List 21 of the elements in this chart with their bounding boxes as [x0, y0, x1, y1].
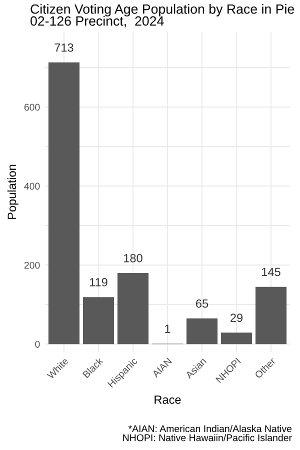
bar	[117, 272, 149, 344]
data-label: 713	[54, 43, 74, 52]
text: *AIAN: American Indian/Alaska Native NHOPI: Native Hawaiin/Pacific Islander	[123, 425, 292, 442]
bar	[255, 286, 287, 344]
y-axis-title: Population	[7, 164, 18, 219]
y-tick-label: 400	[24, 182, 40, 190]
data-label: 145	[262, 268, 280, 276]
data-label: 29	[230, 314, 243, 322]
bar	[220, 332, 252, 344]
x-axis-title: Race	[154, 396, 181, 404]
y-tick-label: 200	[24, 262, 40, 269]
data-label: 180	[124, 254, 142, 262]
data-label: 65	[196, 299, 208, 308]
data-label: 119	[90, 278, 108, 286]
data-label: 1	[165, 324, 170, 333]
chart-title: Citizen Voting Age Population by Race in Pie 02-126 Precinct, 2024	[30, 4, 294, 28]
bar	[48, 62, 80, 344]
y-tick-label: 0	[35, 340, 40, 348]
bar	[82, 297, 114, 344]
y-tick-label: 600	[24, 104, 40, 111]
bar	[186, 318, 218, 344]
